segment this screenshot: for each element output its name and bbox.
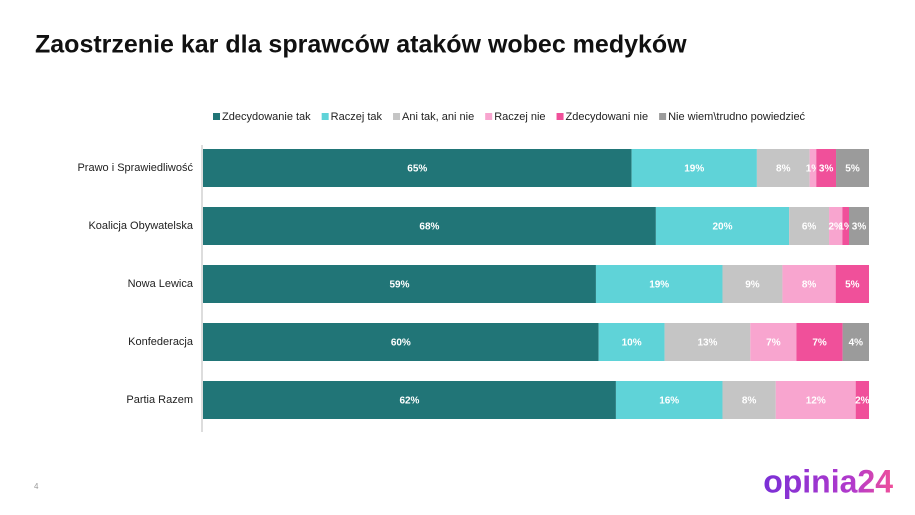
bar-segment — [816, 149, 837, 187]
value-label: 10% — [622, 338, 642, 349]
bar-segment — [722, 265, 783, 303]
legend-swatch — [485, 113, 493, 120]
bar-segment — [809, 149, 817, 187]
bar-segment — [855, 381, 869, 419]
legend-label: Raczej nie — [494, 111, 545, 123]
value-label: 9% — [745, 280, 760, 291]
value-label: 16% — [659, 396, 679, 407]
legend-label: Raczej tak — [331, 111, 383, 123]
value-label: 8% — [742, 396, 757, 407]
logo: opinia24 — [763, 463, 893, 499]
value-label: 7% — [766, 338, 781, 349]
value-label: 12% — [806, 396, 826, 407]
category-label: Koalicja Obywatelska — [88, 220, 193, 232]
bar-segment — [664, 323, 751, 361]
legend-swatch — [659, 113, 667, 120]
value-label: 62% — [399, 396, 419, 407]
legend-label: Nie wiem\trudno powiedzieć — [668, 111, 805, 123]
legend-swatch — [393, 113, 401, 120]
category-label: Prawo i Sprawiedliwość — [77, 162, 193, 174]
value-label: 3% — [852, 222, 867, 233]
value-label: 1% — [806, 164, 821, 175]
value-label: 19% — [684, 164, 704, 175]
bar-segment — [203, 323, 599, 361]
value-label: 3% — [819, 164, 834, 175]
value-label: 65% — [407, 164, 427, 175]
value-label: 7% — [812, 338, 827, 349]
value-label: 20% — [712, 222, 732, 233]
bar-segment — [782, 265, 836, 303]
bar-segment — [655, 207, 790, 245]
bar-segment — [631, 149, 757, 187]
bar-segment — [598, 323, 665, 361]
bar-segment — [789, 207, 830, 245]
value-label: 5% — [845, 280, 860, 291]
legend-label: Zdecydowanie tak — [222, 111, 311, 123]
value-label: 4% — [849, 338, 864, 349]
bar-segment — [842, 207, 850, 245]
value-label: 13% — [697, 338, 717, 349]
value-label: 68% — [419, 222, 439, 233]
value-label: 60% — [391, 338, 411, 349]
bar-segment — [842, 323, 869, 361]
category-label: Nowa Lewica — [128, 278, 194, 290]
bar-segment — [203, 149, 632, 187]
value-label: 59% — [389, 280, 409, 291]
legend-label: Ani tak, ani nie — [402, 111, 474, 123]
bar-segment — [203, 265, 596, 303]
bar-segment — [836, 149, 869, 187]
bar-segment — [203, 207, 656, 245]
value-label: 2% — [855, 396, 870, 407]
value-label: 8% — [802, 280, 817, 291]
bar-segment — [750, 323, 797, 361]
value-label: 2% — [828, 222, 843, 233]
page-number: 4 — [34, 482, 39, 491]
bar-segment — [849, 207, 869, 245]
bar-segment — [835, 265, 869, 303]
bar-segment — [829, 207, 843, 245]
bar-segment — [615, 381, 723, 419]
category-label: Konfederacja — [128, 336, 194, 348]
legend-label: Zdecydowani nie — [566, 111, 649, 123]
category-label: Partia Razem — [126, 394, 193, 406]
value-label: 19% — [649, 280, 669, 291]
value-label: 8% — [776, 164, 791, 175]
bar-segment — [756, 149, 810, 187]
bar-segment — [595, 265, 723, 303]
value-label: 1% — [838, 222, 853, 233]
value-label: 6% — [802, 222, 817, 233]
value-label: 5% — [845, 164, 860, 175]
bar-segment — [775, 381, 856, 419]
legend-swatch — [556, 113, 564, 120]
bar-segment — [722, 381, 776, 419]
legend-swatch — [321, 113, 329, 120]
bar-segment — [796, 323, 843, 361]
bar-segment — [203, 381, 616, 419]
legend-swatch — [213, 113, 220, 120]
chart-title: Zaostrzenie kar dla sprawców ataków wobe… — [35, 31, 687, 59]
